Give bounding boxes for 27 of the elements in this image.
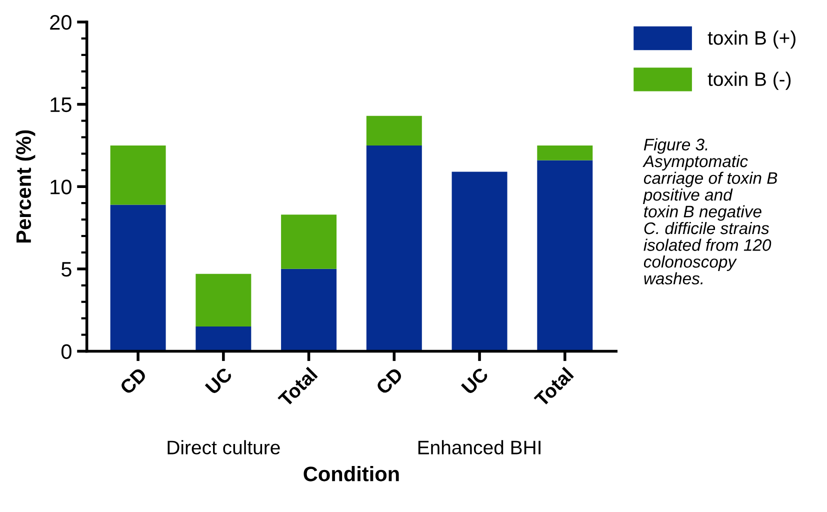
text: Enhanced BHI: [418, 440, 540, 454]
x-tick-label: CD: [119, 366, 148, 396]
y-axis-title: Percent (%): [16, 130, 36, 243]
y-tick-label: 0: [61, 344, 72, 359]
bar: [537, 160, 593, 352]
bar: [110, 204, 166, 352]
x-tick-label: UC: [460, 366, 490, 395]
text: Figure 3. Asymptomatic carriage of toxin B positive and toxin B negative C. difficile strains isolated from 120 colonoscopy washes.: [642, 138, 778, 284]
y-tick-label: 20: [50, 15, 72, 30]
bar: [366, 116, 422, 146]
legend-label: toxin B (+): [708, 30, 796, 49]
bar: [452, 172, 508, 352]
bar: [537, 145, 593, 160]
bar: [366, 145, 422, 352]
y-tick-label: 10: [50, 180, 72, 194]
x-tick-label: CD: [375, 366, 404, 396]
y-tick-label: 5: [62, 262, 72, 277]
bar: [196, 326, 252, 352]
bar: [196, 274, 252, 327]
bar: [110, 145, 166, 205]
y-tick-label: 15: [50, 98, 72, 112]
x-axis-title: Condition: [304, 466, 399, 482]
legend-label: toxin B (-): [708, 72, 791, 90]
bar: [281, 268, 337, 352]
bar: [281, 214, 337, 269]
x-tick-label: UC: [204, 366, 234, 395]
text: Direct culture: [168, 440, 280, 454]
